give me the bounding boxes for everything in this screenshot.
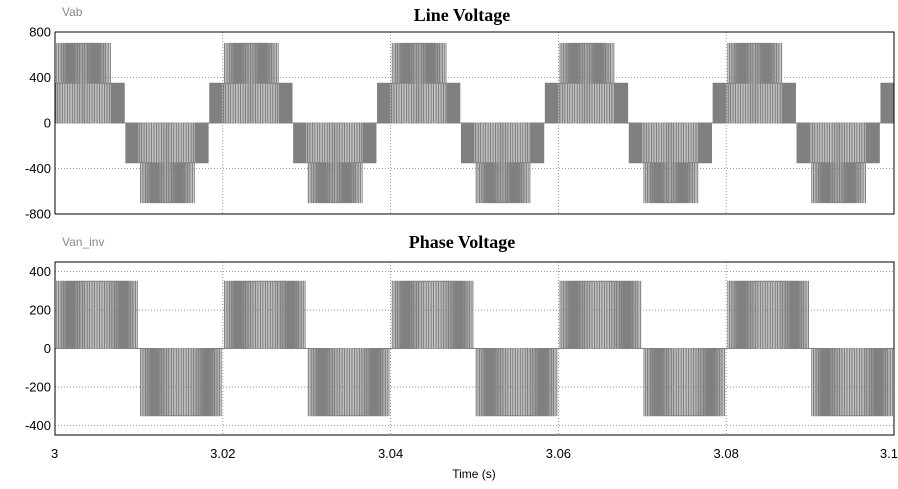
phase-voltage-panel: Van_inv Phase Voltage 400 200 0 -200 -400 xyxy=(25,232,895,436)
line-voltage-series-label: Vab xyxy=(62,5,83,19)
van-inv-series-line xyxy=(54,280,894,417)
y-tick-label: 0 xyxy=(44,116,51,131)
x-tick-label: 3.02 xyxy=(210,446,235,461)
x-axis: 3 3.02 3.04 3.06 3.08 3.1 xyxy=(51,446,898,461)
y-tick-label: -400 xyxy=(25,418,51,433)
vab-series-line xyxy=(54,42,894,204)
y-tick-label: 400 xyxy=(29,70,51,85)
x-tick-label: 3.06 xyxy=(546,446,571,461)
y-tick-label: 800 xyxy=(29,25,51,40)
phase-voltage-title: Phase Voltage xyxy=(409,232,516,252)
line-voltage-trace xyxy=(54,42,894,204)
y-tick-label: 400 xyxy=(29,264,51,279)
y-tick-label: -800 xyxy=(25,207,51,222)
x-tick-label: 3.04 xyxy=(378,446,403,461)
phase-voltage-series-label: Van_inv xyxy=(62,235,104,249)
line-voltage-plot-frame xyxy=(54,31,895,215)
y-tick-label: -200 xyxy=(25,379,51,394)
y-tick-label: -400 xyxy=(25,161,51,176)
line-voltage-panel: Vab Line Voltage 800 400 0 -400 -800 xyxy=(25,5,895,222)
line-voltage-title: Line Voltage xyxy=(414,5,511,25)
x-tick-label: 3 xyxy=(51,446,58,461)
x-axis-label: Time (s) xyxy=(452,467,496,481)
line-voltage-y-axis: 800 400 0 -400 -800 xyxy=(25,25,51,222)
phase-voltage-y-axis: 400 200 0 -200 -400 xyxy=(25,264,51,433)
y-tick-label: 0 xyxy=(44,341,51,356)
phase-voltage-plot-frame xyxy=(54,261,895,436)
phase-voltage-trace xyxy=(54,280,894,417)
x-tick-label: 3.1 xyxy=(880,446,898,461)
y-tick-label: 200 xyxy=(29,303,51,318)
x-tick-label: 3.08 xyxy=(714,446,739,461)
